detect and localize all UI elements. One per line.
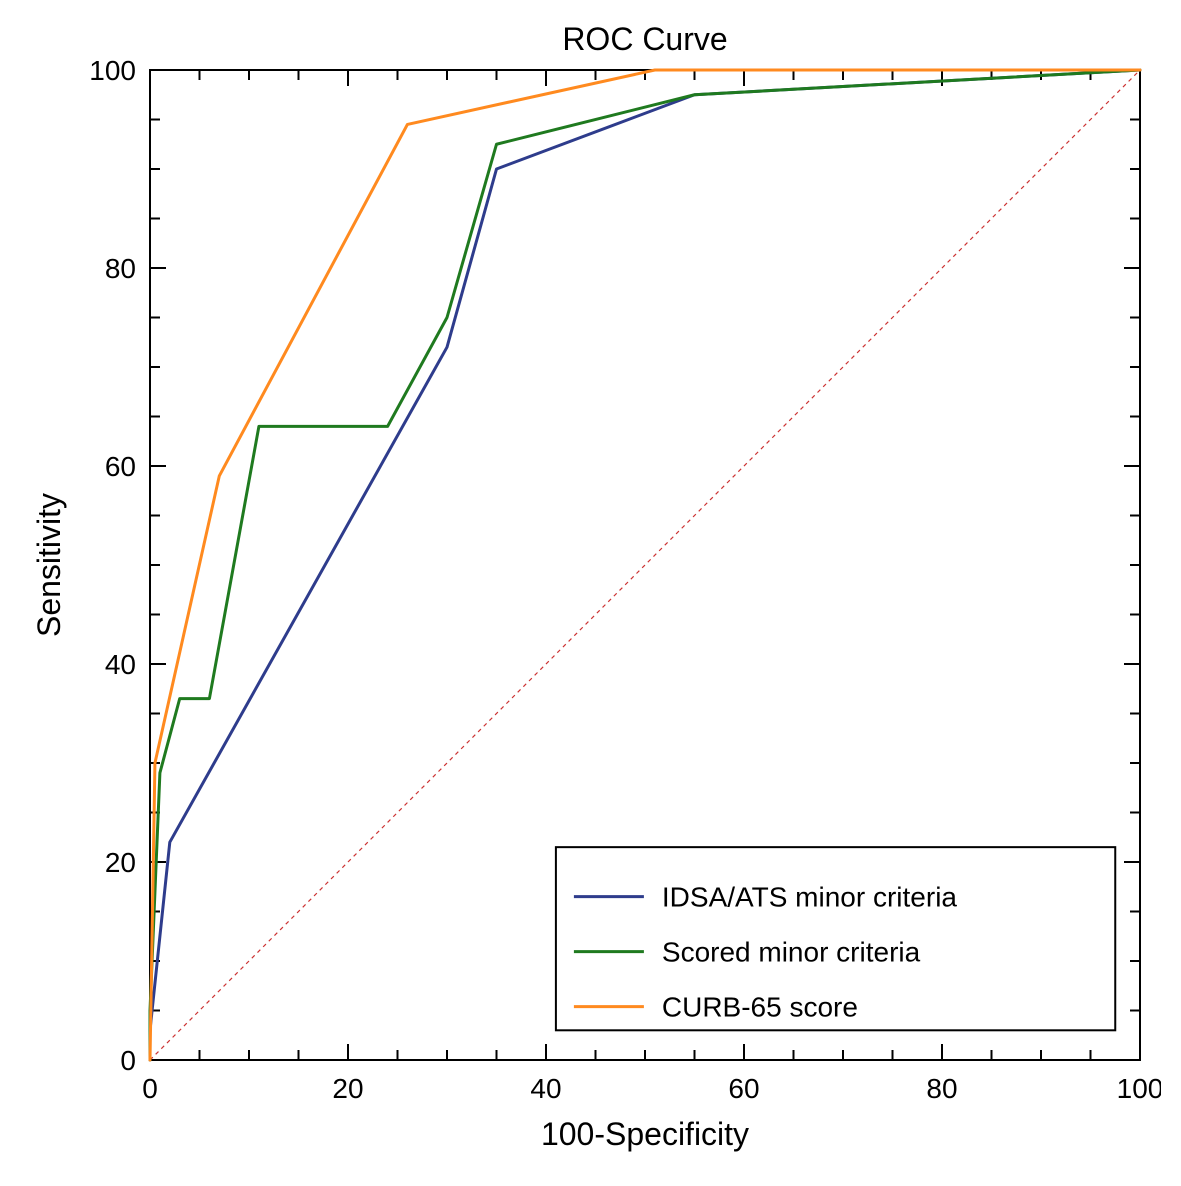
x-axis-label: 100-Specificity <box>541 1116 749 1152</box>
legend-label-0: IDSA/ATS minor criteria <box>662 881 958 912</box>
y-tick-label: 40 <box>105 649 136 680</box>
x-tick-label: 100 <box>1117 1073 1161 1104</box>
legend-label-2: CURB-65 score <box>662 991 858 1022</box>
chart-title: ROC Curve <box>562 21 727 57</box>
y-tick-label: 80 <box>105 253 136 284</box>
x-tick-label: 40 <box>530 1073 561 1104</box>
x-tick-label: 80 <box>926 1073 957 1104</box>
x-tick-label: 20 <box>332 1073 363 1104</box>
roc-svg: ROC Curve 0 20 40 60 80 100 0 20 40 60 80 100 100-Spe… <box>20 20 1161 1166</box>
x-tick-label: 60 <box>728 1073 759 1104</box>
x-tick-label: 0 <box>142 1073 158 1104</box>
y-tick-label: 100 <box>89 55 136 86</box>
legend-label-1: Scored minor criteria <box>662 936 921 967</box>
y-tick-label: 60 <box>105 451 136 482</box>
y-axis-label: Sensitivity <box>31 493 67 637</box>
y-tick-label: 0 <box>120 1045 136 1076</box>
roc-chart: ROC Curve 0 20 40 60 80 100 0 20 40 60 80 100 100-Spe… <box>20 20 1161 1166</box>
y-tick-label: 20 <box>105 847 136 878</box>
